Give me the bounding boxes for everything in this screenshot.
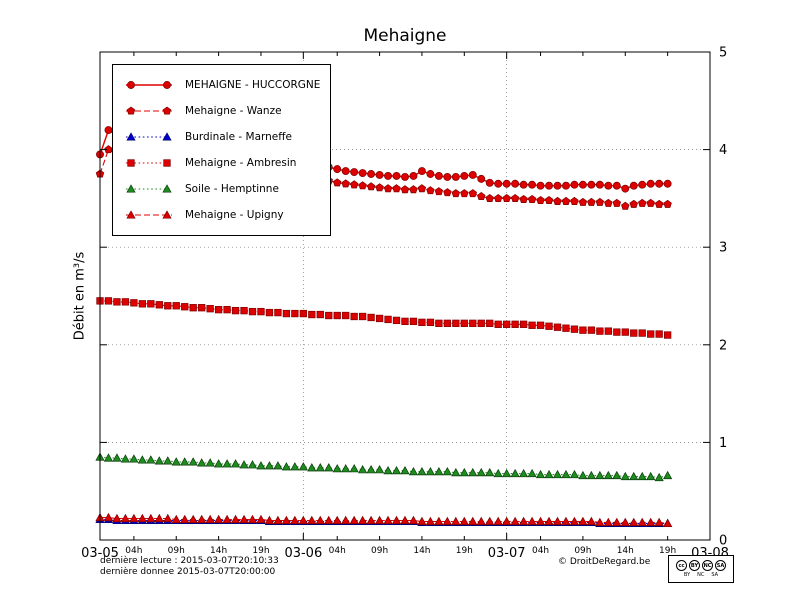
- legend-sample-square-icon: [126, 159, 172, 167]
- legend: MEHAIGNE - HUCCORGNE Mehaigne - Wanze Burd…: [112, 64, 332, 236]
- series-soile-hemptinne: [95, 452, 673, 482]
- cc-license-badge[interactable]: cc BY NC SA BY NC SA: [668, 555, 734, 583]
- y-tick-label: 3: [719, 241, 727, 256]
- last-reading-text: dernière lecture : 2015-03-07T20:10:33: [100, 556, 279, 566]
- cc-nc-icon: NC: [702, 560, 713, 571]
- series-ambresin: [96, 297, 672, 339]
- x-minor-tick-label: 09h: [168, 546, 185, 556]
- cc-logo-icon: cc: [676, 560, 687, 571]
- x-minor-tick-label: 09h: [574, 546, 591, 556]
- legend-sample-triangle-icon: [126, 132, 172, 141]
- x-major-tick-label: 03-06: [284, 546, 322, 561]
- legend-label: Soile - Hemptinne: [185, 183, 279, 195]
- cc-icons-row: cc BY NC SA: [676, 560, 726, 571]
- plot-border: [99, 51, 711, 541]
- footer-info: dernière lecture : 2015-03-07T20:10:33 d…: [100, 556, 279, 577]
- last-data-text: dernière donnee 2015-03-07T20:00:00: [100, 566, 276, 577]
- y-tick-label: 2: [719, 338, 727, 353]
- y-tick-label: 5: [719, 46, 727, 61]
- y-tick-label: 1: [719, 436, 727, 451]
- legend-sample-pentagon-icon: [126, 106, 172, 115]
- legend-sample-circle-icon: [126, 81, 172, 89]
- x-major-tick-label: 03-05: [81, 546, 119, 561]
- legend-label: Burdinale - Marneffe: [185, 131, 292, 143]
- y-axis-label: Débit en m³/s: [72, 251, 88, 341]
- x-minor-tick-label: 19h: [659, 546, 676, 556]
- x-minor-tick-label: 14h: [617, 546, 634, 556]
- x-major-tick-label: 03-07: [488, 546, 526, 561]
- legend-label: Mehaigne - Wanze: [185, 105, 282, 117]
- legend-item-ambresin: Mehaigne - Ambresin: [123, 150, 320, 176]
- legend-item-wanze: Mehaigne - Wanze: [123, 98, 320, 124]
- y-tick-label: 4: [719, 143, 727, 158]
- series-upigny: [95, 512, 673, 527]
- x-minor-tick-label: 09h: [371, 546, 388, 556]
- y-tick-label: 0: [719, 534, 727, 549]
- x-minor-tick-label: 04h: [329, 546, 346, 556]
- legend-sample-triangle-icon: [126, 210, 172, 219]
- cc-sa-label: SA: [711, 572, 719, 578]
- x-minor-tick-label: 19h: [456, 546, 473, 556]
- x-minor-tick-label: 14h: [413, 546, 430, 556]
- cc-sa-icon: SA: [715, 560, 726, 571]
- copyright-text: © DroitDeRegard.be: [558, 557, 651, 567]
- cc-nc-label: NC: [697, 572, 705, 578]
- legend-item-huccorgne: MEHAIGNE - HUCCORGNE: [123, 72, 320, 98]
- legend-item-upigny: Mehaigne - Upigny: [123, 202, 320, 228]
- chart-title: Mehaigne: [363, 26, 447, 46]
- legend-label: MEHAIGNE - HUCCORGNE: [185, 79, 321, 91]
- cc-by-label: BY: [683, 572, 691, 578]
- x-minor-tick-label: 14h: [210, 546, 227, 556]
- legend-item-burdinale-marneffe: Burdinale - Marneffe: [123, 124, 320, 150]
- cc-by-icon: BY: [689, 560, 700, 571]
- x-minor-tick-label: 04h: [532, 546, 549, 556]
- legend-label: Mehaigne - Ambresin: [185, 157, 297, 169]
- x-minor-tick-label: 04h: [125, 546, 142, 556]
- legend-label: Mehaigne - Upigny: [185, 209, 284, 221]
- legend-item-soile-hemptinne: Soile - Hemptinne: [123, 176, 320, 202]
- x-minor-tick-label: 19h: [252, 546, 269, 556]
- cc-labels-row: BY NC SA: [684, 572, 718, 578]
- legend-sample-triangle-icon: [126, 184, 172, 193]
